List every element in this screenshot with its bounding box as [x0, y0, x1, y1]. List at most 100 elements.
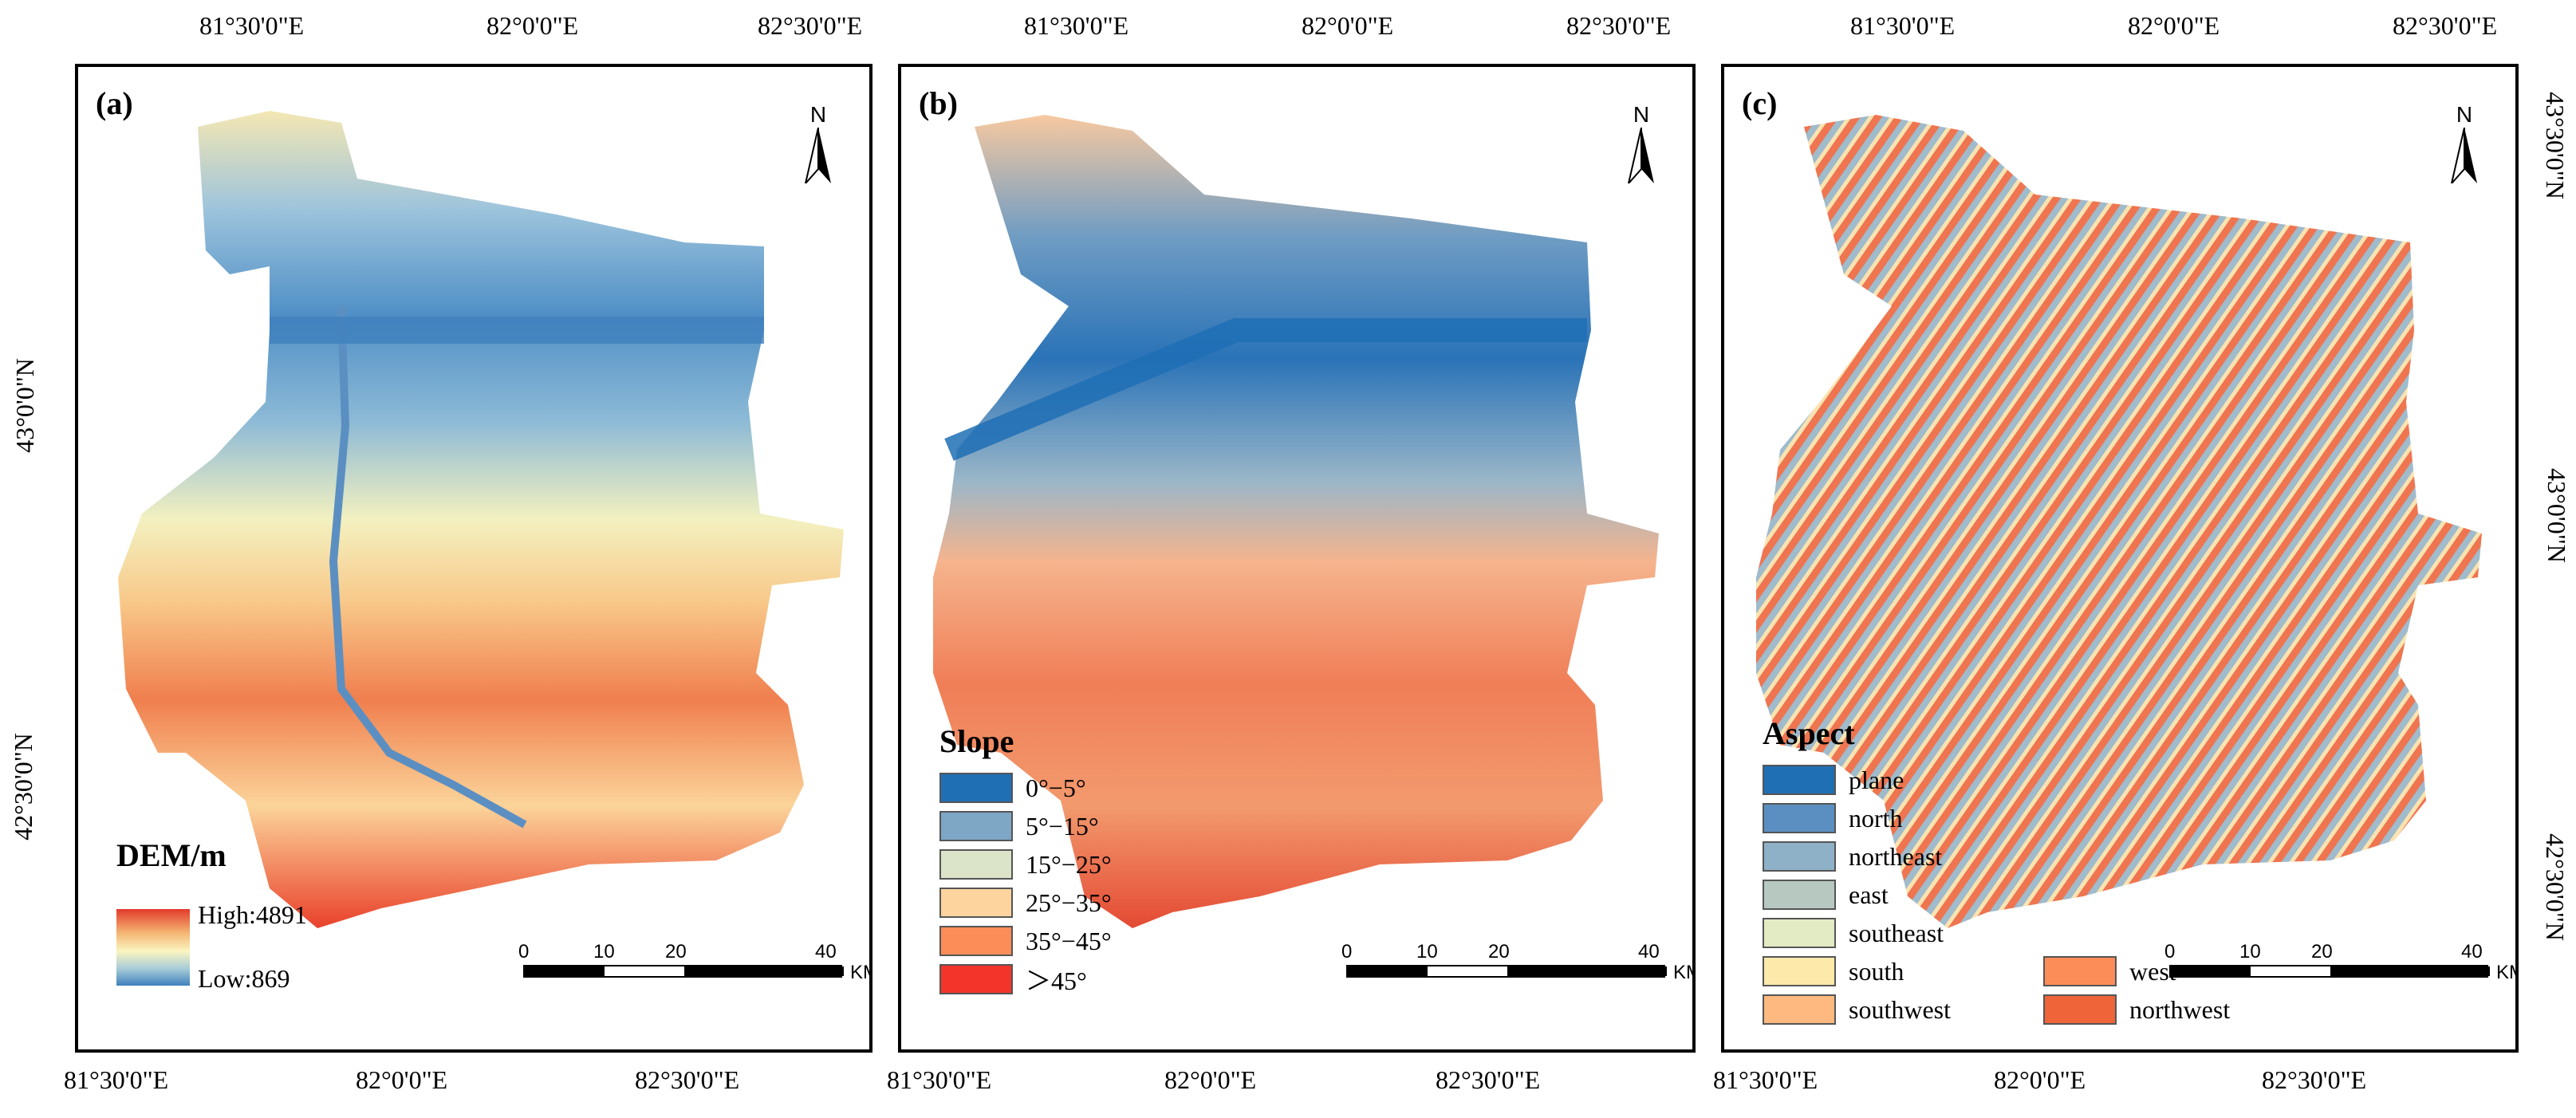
right-tick-c-0: 43°30'0"N: [2540, 92, 2570, 199]
dem-color-ramp: [116, 909, 190, 986]
top-tick-b-0: 81°30'0"E: [1024, 11, 1129, 40]
left-tick-a-0: 43°0'0"N: [10, 358, 39, 453]
legend-label: 5°−15°: [1026, 811, 1099, 840]
north-label: N: [2456, 102, 2473, 127]
north-arrow-icon: [2451, 127, 2477, 184]
aspect-legend-title: Aspect: [1763, 715, 1855, 751]
legend-item: southeast: [1763, 914, 1951, 952]
legend-label: ＞45°: [1026, 966, 1087, 995]
top-tick-a-2: 82°30'0"E: [758, 11, 863, 40]
scale-bar: 0 10 20 40 KM: [518, 941, 869, 983]
legend-swatch: [1763, 765, 1836, 795]
top-tick-b-2: 82°30'0"E: [1566, 11, 1672, 40]
scale-unit: KM: [850, 962, 869, 983]
legend-label: 25°−35°: [1026, 888, 1112, 917]
dem-region: [118, 111, 844, 928]
panel-b-label: (b): [919, 85, 958, 121]
scale-unit: KM: [2496, 962, 2515, 983]
scale-label-0: 0: [1341, 941, 1353, 963]
scale-label-0: 0: [518, 941, 530, 963]
legend-swatch: [1763, 956, 1836, 986]
aspect-legend: plane north northeast east southeast south sou…: [1763, 761, 1951, 1029]
legend-label: east: [1849, 880, 1889, 909]
scale-bar: 0 10 20 40 KM: [1341, 941, 1692, 983]
panel-c: (c) N Aspect plane north northeast east sout…: [1721, 64, 2519, 1053]
legend-label: west: [2129, 956, 2176, 986]
slope-legend-title: Slope: [939, 723, 1014, 759]
legend-swatch: [1763, 918, 1836, 948]
north-arrow: N: [794, 102, 842, 187]
top-tick-a-0: 81°30'0"E: [199, 11, 305, 40]
bottom-tick-a-0: 81°30'0"E: [64, 1065, 169, 1094]
bottom-tick-c-2: 82°30'0"E: [2262, 1065, 2367, 1094]
legend-label: northwest: [2129, 994, 2231, 1024]
right-tick-c-2: 42°30'0"N: [2540, 833, 2570, 941]
dem-map: [118, 111, 844, 928]
legend-item: west: [2043, 952, 2230, 990]
panel-c-label: (c): [1742, 85, 1778, 121]
north-arrow: N: [2440, 102, 2488, 187]
bottom-tick-b-2: 82°30'0"E: [1436, 1065, 1541, 1094]
legend-swatch: [1763, 880, 1836, 910]
legend-item: 5°−15°: [939, 807, 1112, 845]
legend-item: southwest: [1763, 990, 1951, 1029]
legend-swatch: [2043, 994, 2117, 1025]
bottom-tick-a-1: 82°0'0"E: [356, 1065, 448, 1094]
legend-swatch: [939, 811, 1013, 841]
scale-label-10: 10: [593, 941, 615, 963]
top-tick-a-1: 82°0'0"E: [486, 11, 579, 40]
north-arrow-icon: [1628, 127, 1654, 184]
legend-item: northwest: [2043, 990, 2230, 1029]
scale-label-20: 20: [2311, 941, 2333, 963]
legend-item: 35°−45°: [939, 922, 1112, 960]
scale-label-40: 40: [815, 941, 837, 963]
north-label: N: [1633, 102, 1650, 127]
scale-label-40: 40: [2461, 941, 2483, 963]
legend-swatch: [939, 964, 1013, 994]
panel-a-label: (a): [96, 85, 133, 121]
legend-item: 25°−35°: [939, 884, 1112, 922]
legend-swatch: [939, 926, 1013, 956]
dem-high-label: High:4891: [198, 900, 307, 929]
scale-label-10: 10: [1416, 941, 1438, 963]
legend-swatch: [939, 849, 1013, 880]
legend-swatch: [1763, 803, 1836, 833]
scale-label-10: 10: [2239, 941, 2261, 963]
top-tick-c-0: 81°30'0"E: [1850, 11, 1956, 40]
panel-b: (b) N Slope 0°−5° 5°−15° 15°−25° 25°−35° 35°…: [898, 64, 1696, 1053]
north-arrow: N: [1617, 102, 1665, 187]
legend-item: plane: [1763, 761, 1951, 799]
legend-item: north: [1763, 799, 1951, 837]
legend-label: 15°−25°: [1026, 849, 1112, 879]
legend-label: southwest: [1849, 994, 1951, 1024]
scale-label-40: 40: [1638, 941, 1660, 963]
legend-label: north: [1849, 803, 1903, 833]
legend-item: south: [1763, 952, 1951, 990]
bottom-tick-b-0: 81°30'0"E: [887, 1065, 992, 1094]
top-tick-c-1: 82°0'0"E: [2128, 11, 2220, 40]
top-tick-c-2: 82°30'0"E: [2393, 11, 2498, 40]
scale-bar: 0 10 20 40 KM: [2164, 941, 2515, 983]
north-arrow-icon: [805, 127, 831, 184]
aspect-map: [1756, 115, 2482, 928]
aspect-legend-2: west northwest: [2043, 952, 2230, 1029]
slope-map: [933, 115, 1659, 928]
legend-item: 0°−5°: [939, 769, 1112, 807]
legend-label: southeast: [1849, 918, 1944, 947]
legend-label: northeast: [1849, 841, 1943, 871]
scale-label-0: 0: [2164, 941, 2176, 963]
legend-label: south: [1849, 956, 1904, 986]
legend-swatch: [939, 773, 1013, 803]
legend-label: 0°−5°: [1026, 773, 1086, 802]
legend-label: 35°−45°: [1026, 926, 1112, 955]
scale-label-20: 20: [665, 941, 687, 963]
legend-item: 15°−25°: [939, 845, 1112, 884]
bottom-tick-c-1: 82°0'0"E: [1994, 1065, 2086, 1094]
legend-item: east: [1763, 876, 1951, 914]
scale-label-20: 20: [1488, 941, 1510, 963]
legend-swatch: [2043, 956, 2117, 986]
top-tick-b-1: 82°0'0"E: [1302, 11, 1394, 40]
legend-swatch: [939, 888, 1013, 918]
panel-a: (a) N DEM/m High:4891 Low:869 0 10 20 40…: [75, 64, 872, 1053]
legend-item: ＞45°: [939, 960, 1112, 998]
